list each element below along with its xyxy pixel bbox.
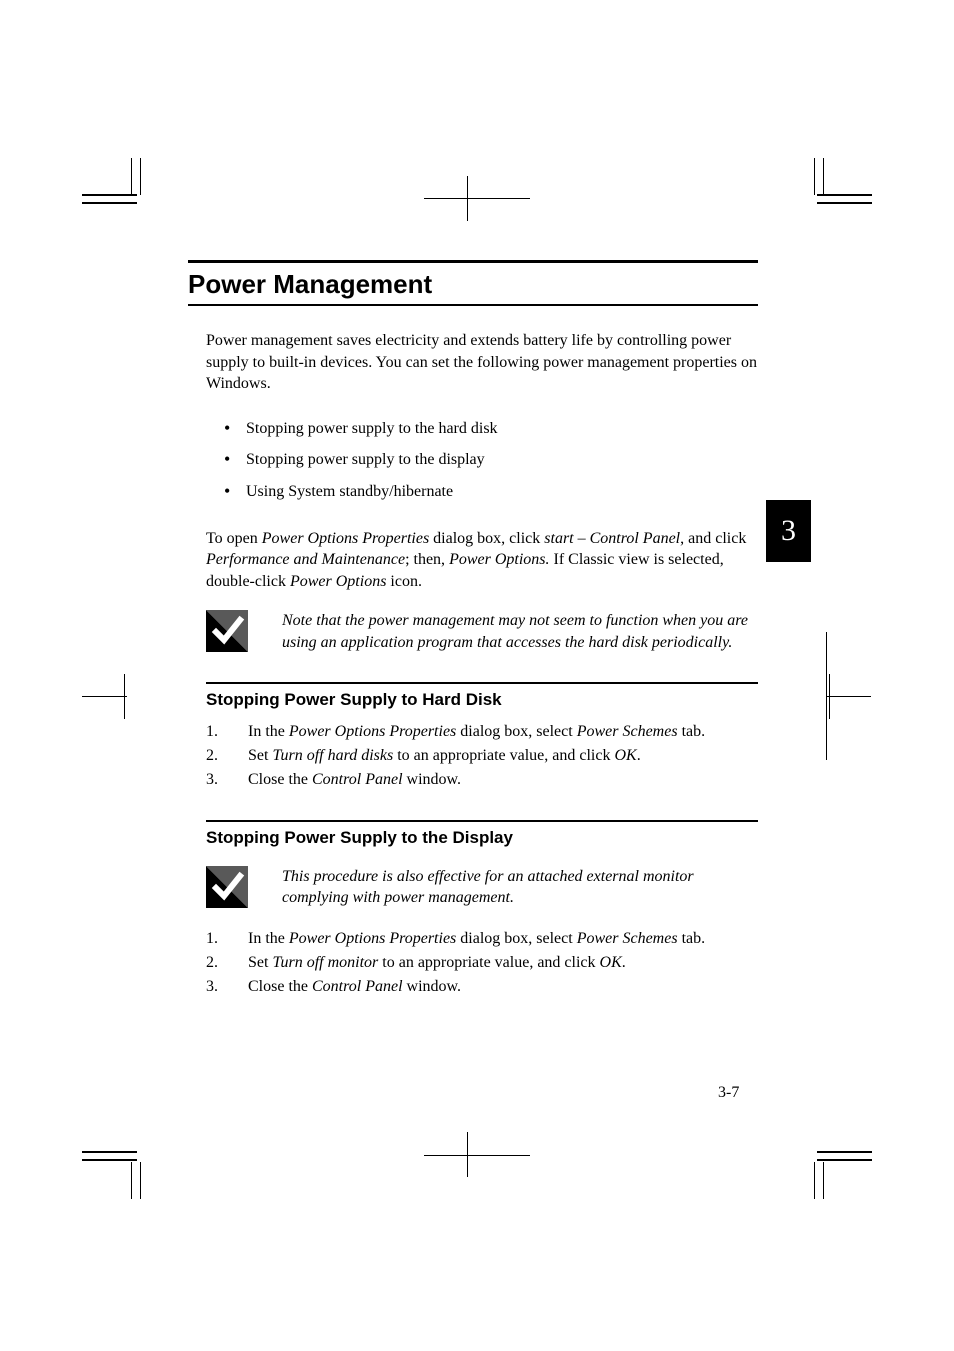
checkmark-icon bbox=[206, 610, 248, 652]
text-italic: Power Options Properties bbox=[289, 930, 456, 947]
list-item: Close the Control Panel window. bbox=[206, 768, 758, 792]
text-italic: Turn off monitor bbox=[272, 954, 378, 971]
open-instructions: To open Power Options Properties dialog … bbox=[206, 528, 758, 593]
text: Set bbox=[248, 954, 272, 971]
list-item: Stopping power supply to the display bbox=[224, 444, 758, 476]
page-title: Power Management bbox=[188, 263, 758, 304]
text: Close the bbox=[248, 978, 312, 995]
crop-mark bbox=[467, 176, 468, 221]
text: dialog box, click bbox=[429, 530, 544, 547]
intro-paragraph: Power management saves electricity and e… bbox=[206, 330, 758, 395]
text: to an appropriate value, and click bbox=[393, 747, 614, 764]
text: dialog box, select bbox=[456, 930, 576, 947]
text-italic: Power Options Properties bbox=[262, 530, 429, 547]
list-item: Set Turn off monitor to an appropriate v… bbox=[206, 951, 758, 975]
section-heading: Stopping Power Supply to Hard Disk bbox=[206, 682, 758, 710]
page-content: Power Management Power management saves … bbox=[188, 260, 758, 1011]
text: tab. bbox=[678, 930, 706, 947]
step-list: In the Power Options Properties dialog b… bbox=[206, 927, 758, 999]
text: tab. bbox=[678, 723, 706, 740]
crop-mark bbox=[82, 202, 137, 204]
text: window. bbox=[403, 978, 462, 995]
crop-mark bbox=[424, 1155, 530, 1156]
crop-mark bbox=[131, 1162, 132, 1199]
text-italic: Control Panel bbox=[590, 530, 681, 547]
list-item: In the Power Options Properties dialog b… bbox=[206, 720, 758, 744]
crop-mark bbox=[823, 158, 824, 195]
crop-mark bbox=[131, 158, 132, 195]
note-text: Note that the power management may not s… bbox=[282, 610, 758, 653]
text: Set bbox=[248, 747, 272, 764]
list-item: Using System standby/hibernate bbox=[224, 476, 758, 508]
crop-mark bbox=[826, 696, 871, 697]
checkmark-icon bbox=[206, 866, 248, 908]
text: . bbox=[637, 747, 641, 764]
crop-mark bbox=[829, 674, 830, 719]
crop-mark bbox=[817, 194, 872, 196]
text-italic: Performance and Maintenance bbox=[206, 551, 405, 568]
text-italic: Power Options. bbox=[449, 551, 549, 568]
text: To open bbox=[206, 530, 262, 547]
text: – bbox=[574, 530, 590, 547]
crop-mark bbox=[467, 1132, 468, 1177]
text: In the bbox=[248, 723, 289, 740]
list-item: Close the Control Panel window. bbox=[206, 975, 758, 999]
crop-mark bbox=[82, 696, 127, 697]
crop-mark bbox=[814, 158, 815, 195]
text: , and click bbox=[680, 530, 746, 547]
list-item: Stopping power supply to the hard disk bbox=[224, 413, 758, 445]
heading-rule bbox=[188, 304, 758, 306]
crop-mark bbox=[817, 1151, 872, 1153]
section-heading: Stopping Power Supply to the Display bbox=[206, 820, 758, 848]
text: dialog box, select bbox=[456, 723, 576, 740]
note-text: This procedure is also effective for an … bbox=[282, 866, 758, 909]
text-italic: OK bbox=[614, 747, 636, 764]
page-number: 3-7 bbox=[718, 1084, 739, 1102]
crop-mark bbox=[823, 1162, 824, 1199]
text-italic: start bbox=[544, 530, 573, 547]
text: window. bbox=[403, 771, 462, 788]
text-italic: Control Panel bbox=[312, 771, 403, 788]
crop-mark bbox=[140, 158, 141, 195]
bullet-list: Stopping power supply to the hard disk S… bbox=[224, 413, 758, 508]
text-italic: Power Schemes bbox=[577, 723, 678, 740]
chapter-tab: 3 bbox=[766, 500, 811, 562]
crop-mark bbox=[82, 1151, 137, 1153]
crop-mark bbox=[82, 194, 137, 196]
crop-mark bbox=[140, 1162, 141, 1199]
note-block: Note that the power management may not s… bbox=[206, 610, 758, 653]
margin-rule bbox=[826, 632, 827, 760]
text-italic: Power Options bbox=[290, 573, 386, 590]
text-italic: OK bbox=[600, 954, 622, 971]
note-block: This procedure is also effective for an … bbox=[206, 866, 758, 909]
text-italic: Control Panel bbox=[312, 978, 403, 995]
crop-mark bbox=[817, 202, 872, 204]
text: Close the bbox=[248, 771, 312, 788]
text-italic: Power Options Properties bbox=[289, 723, 456, 740]
list-item: Set Turn off hard disks to an appropriat… bbox=[206, 744, 758, 768]
text: to an appropriate value, and click bbox=[378, 954, 599, 971]
text: ; then, bbox=[405, 551, 449, 568]
crop-mark bbox=[424, 198, 530, 199]
step-list: In the Power Options Properties dialog b… bbox=[206, 720, 758, 792]
text: . bbox=[622, 954, 626, 971]
text-italic: Power Schemes bbox=[577, 930, 678, 947]
text: In the bbox=[248, 930, 289, 947]
text-italic: Turn off hard disks bbox=[272, 747, 393, 764]
crop-mark bbox=[817, 1159, 872, 1161]
crop-mark bbox=[124, 674, 125, 719]
list-item: In the Power Options Properties dialog b… bbox=[206, 927, 758, 951]
crop-mark bbox=[82, 1159, 137, 1161]
crop-mark bbox=[814, 1162, 815, 1199]
text: icon. bbox=[386, 573, 422, 590]
